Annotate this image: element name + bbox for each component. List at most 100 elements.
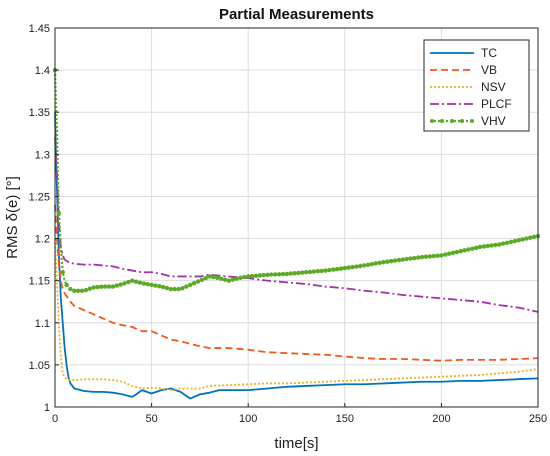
data-point-marker [493, 242, 498, 248]
data-point-marker [435, 253, 440, 258]
data-point-marker [222, 277, 228, 282]
data-point-marker [168, 286, 174, 292]
plot-frame [54, 27, 539, 408]
data-point-marker [133, 279, 139, 284]
data-point-marker [149, 282, 154, 288]
data-point-marker [311, 269, 317, 274]
data-point-marker [157, 284, 162, 289]
axis-ticks: 0 50 100 150 200 250 1 1.05 1.1 1.15 1.2 1.25 1.3 1.3… [29, 23, 548, 425]
data-point-marker [377, 260, 382, 266]
data-point-marker [446, 251, 452, 256]
legend-marker [470, 119, 474, 123]
data-point-marker [184, 284, 189, 289]
legend: TC VB NSV PLCF VHV [423, 39, 530, 132]
series-line-nsv [54, 238, 539, 392]
data-point-marker [300, 270, 305, 275]
data-point-marker [257, 273, 262, 278]
data-point-marker [338, 266, 344, 271]
data-point-marker [323, 268, 328, 273]
data-point-marker [504, 240, 510, 245]
data-point-marker [531, 234, 537, 240]
data-point-marker [516, 238, 521, 243]
data-point-marker [439, 253, 444, 258]
data-point-marker [261, 272, 266, 278]
data-point-marker [385, 259, 390, 264]
data-point-marker [327, 267, 332, 273]
data-point-marker [361, 263, 367, 268]
legend-label-nsv: NSV [481, 80, 506, 94]
x-tick-label: 250 [529, 413, 547, 425]
data-point-marker [118, 282, 123, 287]
x-tick-label: 150 [336, 413, 354, 425]
data-point-marker [408, 256, 413, 261]
data-point-marker [273, 272, 278, 277]
data-point-marker [180, 286, 185, 291]
data-point-marker [427, 254, 433, 259]
data-point-marker [404, 256, 409, 262]
data-point-marker [303, 270, 309, 275]
data-point-marker [56, 211, 62, 216]
data-point-marker [443, 252, 448, 257]
y-tick-label: 1.1 [35, 318, 50, 330]
legend-label-plcf: PLCF [481, 97, 512, 111]
data-point-marker [400, 257, 405, 262]
data-point-marker [199, 277, 205, 283]
y-tick-label: 1.45 [29, 23, 50, 35]
legend-marker [440, 119, 444, 123]
x-tick-label: 100 [239, 413, 257, 425]
data-point-marker [141, 281, 147, 286]
data-point-marker [350, 264, 355, 270]
data-point-marker [276, 272, 282, 277]
data-point-marker [331, 267, 336, 272]
data-point-marker [365, 262, 371, 268]
data-point-marker [83, 287, 89, 293]
series-line-tc [54, 112, 539, 400]
data-point-marker [524, 236, 529, 241]
data-point-marker [188, 282, 193, 288]
y-axis-title: RMS δ(e) [°] [4, 176, 21, 259]
data-point-marker [130, 278, 135, 283]
data-point-marker [477, 244, 483, 250]
legend-marker [460, 119, 464, 123]
data-point-marker [234, 276, 239, 281]
data-point-marker [137, 280, 143, 285]
x-axis-title: time[s] [274, 435, 318, 452]
y-tick-label: 1.3 [35, 149, 50, 161]
data-point-marker [72, 288, 77, 293]
data-point-marker [485, 243, 490, 249]
data-point-marker [396, 257, 402, 263]
data-point-marker [226, 278, 232, 283]
x-tick-label: 0 [52, 413, 58, 425]
data-point-marker [230, 277, 235, 282]
x-tick-label: 50 [145, 413, 157, 425]
data-point-marker [103, 284, 108, 289]
data-point-marker [110, 284, 116, 289]
data-point-marker [520, 237, 525, 242]
legend-marker [430, 119, 434, 123]
data-point-marker [114, 283, 120, 288]
data-point-marker [334, 266, 340, 272]
data-point-marker [423, 254, 429, 259]
data-point-marker [373, 261, 378, 266]
legend-label-vb: VB [481, 63, 497, 77]
data-point-marker [164, 285, 170, 291]
data-point-marker [153, 283, 158, 288]
data-point-marker [416, 255, 421, 260]
data-point-marker [497, 242, 502, 247]
data-point-marker [87, 286, 92, 291]
legend-label-vhv: VHV [481, 114, 506, 128]
data-point-marker [99, 284, 104, 289]
data-point-marker [369, 261, 375, 267]
data-point-marker [145, 282, 150, 287]
y-tick-label: 1.4 [35, 65, 50, 77]
data-point-marker [307, 269, 313, 275]
data-point-marker [218, 276, 224, 281]
series-line-plcf [54, 137, 539, 313]
data-point-marker [284, 271, 290, 277]
data-point-marker [470, 246, 475, 251]
series-lines [52, 67, 541, 400]
data-point-marker [388, 258, 394, 264]
data-point-marker [215, 275, 220, 281]
data-point-marker [122, 281, 127, 286]
data-point-marker [79, 288, 85, 293]
